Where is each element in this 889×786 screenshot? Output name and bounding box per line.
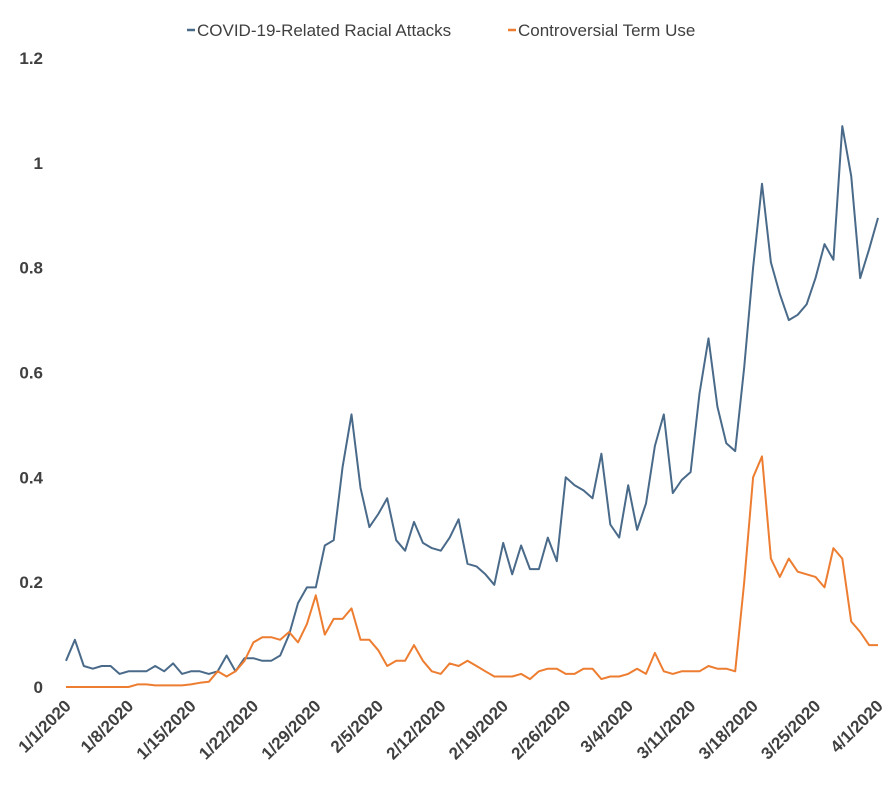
legend-label-series-1: Controversial Term Use (518, 21, 695, 40)
series-lines (65, 125, 879, 688)
series-line-0 (65, 125, 879, 675)
y-tick-label: 0.2 (19, 573, 43, 592)
x-tick-label: 3/11/2020 (633, 696, 699, 762)
y-tick-label: 0.4 (19, 468, 43, 487)
x-tick-label: 2/19/2020 (445, 696, 512, 763)
x-tick-label: 3/25/2020 (757, 696, 824, 763)
x-tick-label: 3/4/2020 (577, 696, 637, 756)
x-axis: 1/1/2020 1/8/20201/15/20201/22/20201/29/2… (15, 696, 887, 763)
x-tick-label: 1/1/2020 (15, 696, 75, 756)
y-tick-label: 0.6 (19, 364, 43, 383)
legend-label-series-0: COVID-19-Related Racial Attacks (197, 21, 451, 40)
x-tick-label: 2/26/2020 (508, 696, 575, 763)
x-tick-label: 2/5/2020 (327, 696, 387, 756)
x-tick-label: 4/1/2020 (827, 696, 887, 756)
legend: COVID-19-Related Racial Attacks Controve… (187, 21, 695, 40)
x-tick-label: 1/22/2020 (195, 696, 262, 763)
x-tick-label: 1/8/2020 (77, 696, 137, 756)
x-tick-label: 2/12/2020 (383, 696, 450, 763)
y-tick-label: 1 (34, 154, 43, 173)
x-tick-label: 1/29/2020 (258, 696, 325, 763)
y-tick-label: 1.2 (19, 49, 43, 68)
y-tick-label: 0.8 (19, 259, 43, 278)
y-axis: 0 0.2 0.4 0.6 0.8 1 1.2 (19, 49, 43, 697)
series-line-1 (66, 455, 878, 688)
y-tick-label: 0 (34, 678, 43, 697)
x-tick-label: 1/15/2020 (133, 696, 200, 763)
x-tick-label: 3/18/2020 (695, 696, 762, 763)
